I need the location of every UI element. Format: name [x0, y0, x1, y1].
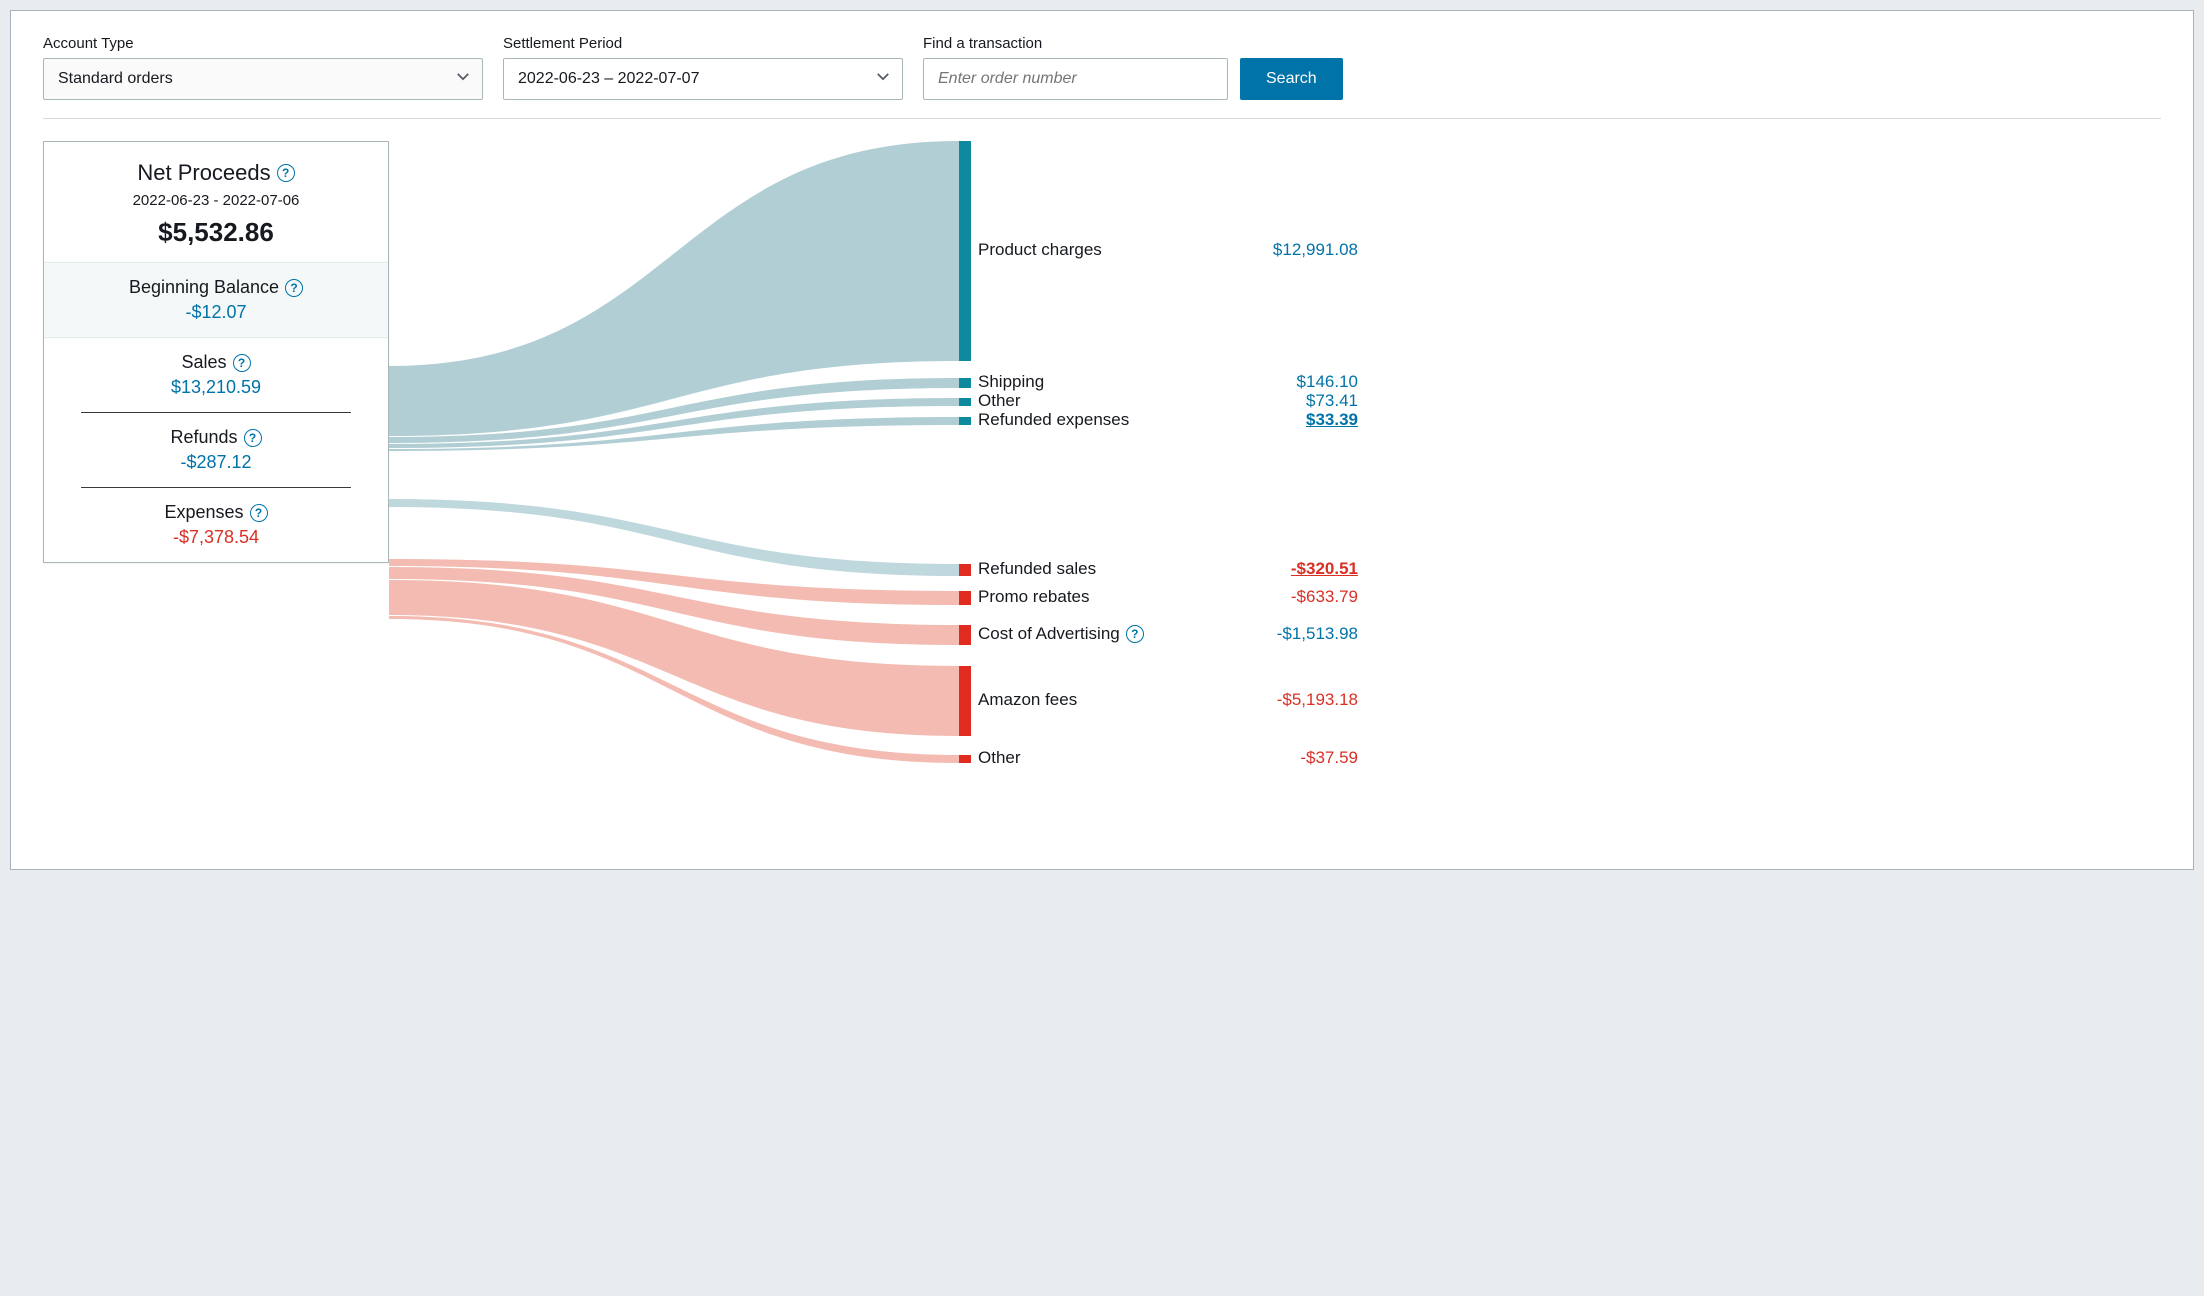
marker-shipping [959, 378, 971, 388]
filter-bar: Account Type Standard orders Settlement … [43, 35, 2161, 100]
sales-value: $13,210.59 [56, 377, 376, 398]
net-proceeds-header: Net Proceeds ? 2022-06-23 - 2022-07-06 $… [44, 142, 388, 262]
help-icon[interactable]: ? [244, 429, 262, 447]
expenses-row[interactable]: Expenses ? -$7,378.54 [44, 488, 388, 562]
help-icon[interactable]: ? [285, 279, 303, 297]
marker-refunded_expenses [959, 417, 971, 425]
breakdown-row-promo_rebates: Promo rebates -$633.79 [978, 587, 1358, 607]
breakdown-row-shipping: Shipping $146.10 [978, 372, 1358, 392]
refunds-row[interactable]: Refunds ? -$287.12 [44, 413, 388, 487]
breakdown-value-other_exp: -$37.59 [1300, 748, 1358, 768]
breakdown-value-cost_advertising: -$1,513.98 [1277, 624, 1358, 644]
breakdown-value-product_charges: $12,991.08 [1273, 240, 1358, 260]
chevron-down-icon [876, 70, 890, 89]
marker-amazon_fees [959, 666, 971, 736]
divider [43, 118, 2161, 119]
settlement-period-value: 2022-06-23 – 2022-07-07 [518, 70, 699, 88]
help-icon[interactable]: ? [233, 354, 251, 372]
breakdown-row-cost_advertising: Cost of Advertising? -$1,513.98 [978, 624, 1358, 644]
breakdown-row-refunded_sales: Refunded sales -$320.51 [978, 559, 1358, 579]
help-icon[interactable]: ? [277, 164, 295, 182]
breakdown-label-cost_advertising: Cost of Advertising? [978, 624, 1144, 644]
help-icon[interactable]: ? [1126, 625, 1144, 643]
sankey-flow-sales-product_charges [389, 141, 959, 436]
breakdown-row-product_charges: Product charges $12,991.08 [978, 240, 1358, 260]
net-proceeds-title-text: Net Proceeds [137, 160, 270, 186]
account-type-field: Account Type Standard orders [43, 35, 483, 100]
expenses-value: -$7,378.54 [56, 527, 376, 548]
breakdown-label-other_exp: Other [978, 748, 1021, 768]
breakdown-label-refunded_expenses: Refunded expenses [978, 410, 1129, 430]
marker-promo_rebates [959, 591, 971, 605]
breakdown-value-refunded_expenses[interactable]: $33.39 [1306, 410, 1358, 430]
settlement-period-label: Settlement Period [503, 35, 903, 52]
breakdown-label-refunded_sales: Refunded sales [978, 559, 1096, 579]
marker-other_exp [959, 755, 971, 763]
breakdown-value-other_sales: $73.41 [1306, 391, 1358, 411]
sales-row[interactable]: Sales ? $13,210.59 [44, 338, 388, 412]
marker-refunded_sales [959, 564, 971, 576]
marker-product_charges [959, 141, 971, 361]
account-type-value: Standard orders [58, 70, 173, 88]
chevron-down-icon [456, 70, 470, 89]
breakdown-value-shipping: $146.10 [1297, 372, 1358, 392]
order-number-input[interactable] [923, 58, 1228, 100]
sankey-content: Net Proceeds ? 2022-06-23 - 2022-07-06 $… [43, 141, 2161, 841]
breakdown-label-product_charges: Product charges [978, 240, 1102, 260]
breakdown-label-other_sales: Other [978, 391, 1021, 411]
breakdown-row-other_sales: Other $73.41 [978, 391, 1358, 411]
breakdown-value-amazon_fees: -$5,193.18 [1277, 690, 1358, 710]
beginning-balance-value: -$12.07 [56, 302, 376, 323]
net-proceeds-amount: $5,532.86 [56, 217, 376, 248]
breakdown-label-amazon_fees: Amazon fees [978, 690, 1077, 710]
account-type-label: Account Type [43, 35, 483, 52]
breakdown-row-amazon_fees: Amazon fees -$5,193.18 [978, 690, 1358, 710]
breakdown-label-promo_rebates: Promo rebates [978, 587, 1090, 607]
settlement-period-field: Settlement Period 2022-06-23 – 2022-07-0… [503, 35, 903, 100]
expenses-title: Expenses ? [164, 502, 267, 523]
net-proceeds-card: Net Proceeds ? 2022-06-23 - 2022-07-06 $… [43, 141, 389, 563]
help-icon[interactable]: ? [250, 504, 268, 522]
sales-title: Sales ? [181, 352, 250, 373]
find-transaction-label: Find a transaction [923, 35, 1343, 52]
breakdown-value-refunded_sales[interactable]: -$320.51 [1291, 559, 1358, 579]
net-proceeds-title: Net Proceeds ? [137, 160, 294, 186]
refunds-title: Refunds ? [170, 427, 261, 448]
find-transaction-field: Find a transaction Search [923, 35, 1343, 100]
breakdown-label-shipping: Shipping [978, 372, 1044, 392]
breakdown-row-refunded_expenses: Refunded expenses $33.39 [978, 410, 1358, 430]
beginning-balance-title: Beginning Balance ? [129, 277, 303, 298]
marker-other_sales [959, 398, 971, 406]
refunds-value: -$287.12 [56, 452, 376, 473]
beginning-balance-row[interactable]: Beginning Balance ? -$12.07 [44, 262, 388, 338]
breakdown-value-promo_rebates: -$633.79 [1291, 587, 1358, 607]
net-proceeds-date: 2022-06-23 - 2022-07-06 [56, 192, 376, 209]
settlement-panel: Account Type Standard orders Settlement … [10, 10, 2194, 870]
search-button[interactable]: Search [1240, 58, 1343, 100]
breakdown-row-other_exp: Other -$37.59 [978, 748, 1358, 768]
account-type-select[interactable]: Standard orders [43, 58, 483, 100]
settlement-period-select[interactable]: 2022-06-23 – 2022-07-07 [503, 58, 903, 100]
marker-cost_advertising [959, 625, 971, 645]
sankey-diagram [389, 141, 959, 841]
